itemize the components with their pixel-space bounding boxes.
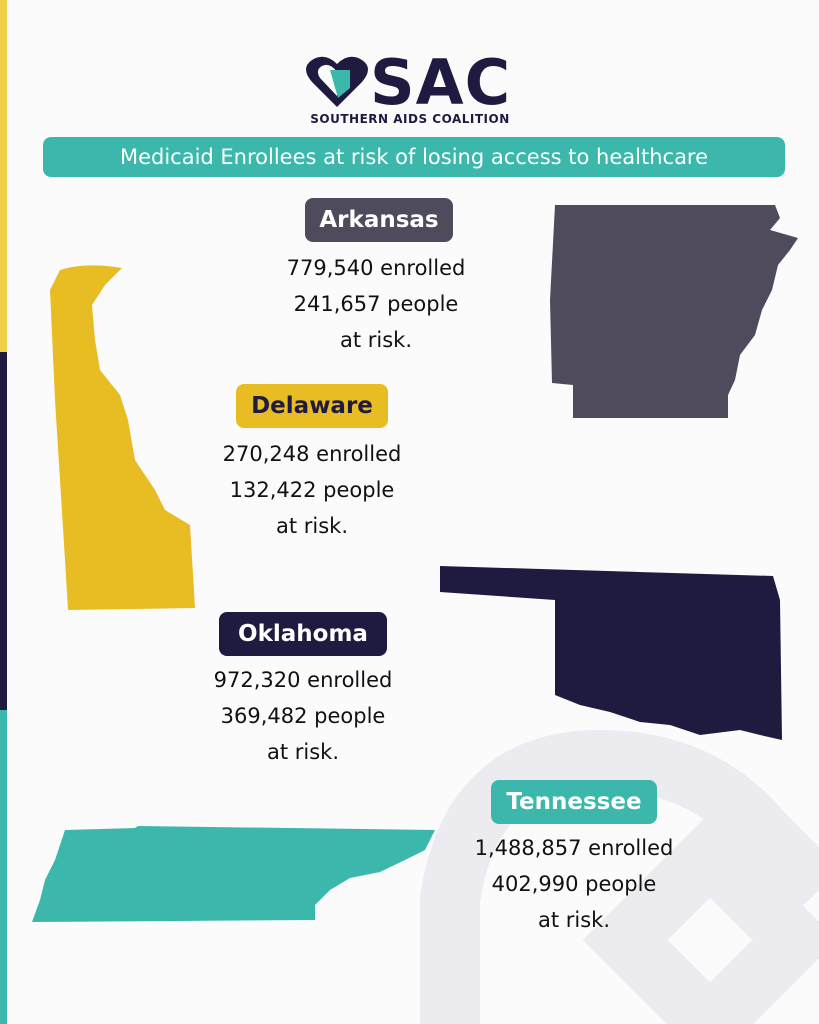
state-label: Tennessee (491, 780, 657, 824)
delaware-shape (50, 265, 195, 610)
side-bar-teal (0, 710, 7, 1024)
watermark (420, 729, 819, 1024)
state-label: Oklahoma (219, 612, 387, 656)
stat-line: at risk. (537, 908, 611, 932)
oklahoma-shape (440, 566, 782, 740)
state-stats: 1,488,857 enrolled 402,990 people at ris… (444, 830, 704, 938)
stat-line: 402,990 people (491, 872, 657, 896)
title-banner: Medicaid Enrollees at risk of losing acc… (43, 137, 785, 177)
stat-line: at risk. (339, 328, 413, 352)
logo-icon (306, 56, 368, 107)
stat-line: at risk. (266, 740, 340, 764)
stat-line: 972,320 enrolled (213, 668, 393, 692)
tennessee-shape (32, 826, 435, 922)
state-label: Delaware (236, 384, 388, 428)
state-stats: 270,248 enrolled 132,422 people at risk. (182, 436, 442, 544)
stat-line: 779,540 enrolled (286, 256, 466, 280)
arkansas-shape (550, 205, 798, 418)
logo-name: SOUTHERN AIDS COALITION (310, 112, 510, 126)
stat-line: 132,422 people (229, 478, 395, 502)
state-stats: 779,540 enrolled 241,657 people at risk. (246, 250, 506, 358)
side-bar-yellow (0, 0, 7, 352)
state-stats: 972,320 enrolled 369,482 people at risk. (173, 662, 433, 770)
side-bar-navy (0, 352, 7, 710)
stat-line: at risk. (275, 514, 349, 538)
stat-line: 270,248 enrolled (222, 442, 402, 466)
stat-line: 241,657 people (293, 292, 459, 316)
stat-line: 1,488,857 enrolled (474, 836, 674, 860)
logo-mark: SAC (370, 46, 512, 119)
stat-line: 369,482 people (220, 704, 386, 728)
state-label: Arkansas (305, 198, 453, 242)
